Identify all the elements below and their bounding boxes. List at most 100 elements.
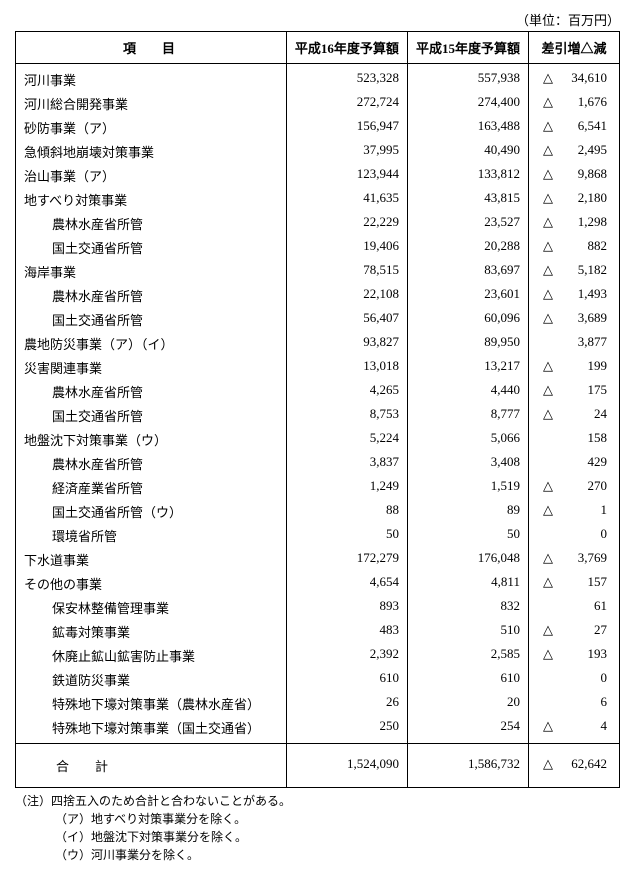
row-label: 鉱毒対策事業 xyxy=(16,620,287,644)
row-diff: △9,868 xyxy=(528,164,619,188)
table-row: 地盤沈下対策事業（ウ）5,2245,066 158 xyxy=(16,428,620,452)
table-row: 農林水産省所管4,2654,440△175 xyxy=(16,380,620,404)
table-row: 地すべり対策事業41,63543,815△2,180 xyxy=(16,188,620,212)
row-h15: 50 xyxy=(407,524,528,548)
row-diff: △199 xyxy=(528,356,619,380)
row-diff: △1,298 xyxy=(528,212,619,236)
row-label: 経済産業省所管 xyxy=(16,476,287,500)
row-diff: △3,769 xyxy=(528,548,619,572)
table-row: 国土交通省所管56,40760,096△3,689 xyxy=(16,308,620,332)
row-label: 砂防事業（ア） xyxy=(16,116,287,140)
row-h16: 893 xyxy=(286,596,407,620)
header-item: 項目 xyxy=(16,32,287,64)
row-h15: 176,048 xyxy=(407,548,528,572)
row-h16: 37,995 xyxy=(286,140,407,164)
row-h15: 20,288 xyxy=(407,236,528,260)
row-h15: 4,811 xyxy=(407,572,528,596)
table-row: 河川事業523,328557,938△34,610 xyxy=(16,64,620,92)
row-label: 保安林整備管理事業 xyxy=(16,596,287,620)
row-h15: 13,217 xyxy=(407,356,528,380)
row-h16: 13,018 xyxy=(286,356,407,380)
row-h15: 5,066 xyxy=(407,428,528,452)
row-h16: 88 xyxy=(286,500,407,524)
budget-table: 項目 平成16年度予算額 平成15年度予算額 差引増△減 河川事業523,328… xyxy=(15,31,620,788)
row-h16: 93,827 xyxy=(286,332,407,356)
table-row: 農林水産省所管22,22923,527△1,298 xyxy=(16,212,620,236)
row-h16: 610 xyxy=(286,668,407,692)
row-diff: △157 xyxy=(528,572,619,596)
row-label: 農林水産省所管 xyxy=(16,452,287,476)
row-label: 下水道事業 xyxy=(16,548,287,572)
row-label: 農林水産省所管 xyxy=(16,380,287,404)
row-h16: 56,407 xyxy=(286,308,407,332)
total-row: 合計1,524,0901,586,732△62,642 xyxy=(16,744,620,788)
row-label: 国土交通省所管（ウ） xyxy=(16,500,287,524)
row-diff: △4 xyxy=(528,716,619,744)
row-diff: △270 xyxy=(528,476,619,500)
row-diff: 3,877 xyxy=(528,332,619,356)
row-h15: 510 xyxy=(407,620,528,644)
row-diff: 0 xyxy=(528,668,619,692)
row-diff: △1,676 xyxy=(528,92,619,116)
row-h16: 5,224 xyxy=(286,428,407,452)
table-row: 農地防災事業（ア）（イ）93,82789,950 3,877 xyxy=(16,332,620,356)
row-label: 鉄道防災事業 xyxy=(16,668,287,692)
row-h16: 523,328 xyxy=(286,64,407,92)
row-h15: 2,585 xyxy=(407,644,528,668)
row-h15: 163,488 xyxy=(407,116,528,140)
table-row: 鉱毒対策事業483510△27 xyxy=(16,620,620,644)
row-h16: 41,635 xyxy=(286,188,407,212)
row-label: 河川事業 xyxy=(16,64,287,92)
row-h16: 50 xyxy=(286,524,407,548)
row-label: 治山事業（ア） xyxy=(16,164,287,188)
row-h16: 78,515 xyxy=(286,260,407,284)
row-label: 農林水産省所管 xyxy=(16,284,287,308)
table-row: 保安林整備管理事業893832 61 xyxy=(16,596,620,620)
row-h16: 156,947 xyxy=(286,116,407,140)
row-h16: 1,249 xyxy=(286,476,407,500)
row-h15: 43,815 xyxy=(407,188,528,212)
row-h15: 20 xyxy=(407,692,528,716)
row-h15: 89,950 xyxy=(407,332,528,356)
table-row: 災害関連事業13,01813,217△199 xyxy=(16,356,620,380)
row-label: 国土交通省所管 xyxy=(16,308,287,332)
row-h16: 19,406 xyxy=(286,236,407,260)
table-row: 河川総合開発事業272,724274,400△1,676 xyxy=(16,92,620,116)
total-diff: △62,642 xyxy=(528,744,619,788)
header-diff: 差引増△減 xyxy=(528,32,619,64)
row-h15: 133,812 xyxy=(407,164,528,188)
row-h15: 274,400 xyxy=(407,92,528,116)
row-h15: 557,938 xyxy=(407,64,528,92)
row-label: 農地防災事業（ア）（イ） xyxy=(16,332,287,356)
table-row: その他の事業4,6544,811△157 xyxy=(16,572,620,596)
table-row: 砂防事業（ア）156,947163,488△6,541 xyxy=(16,116,620,140)
row-h16: 8,753 xyxy=(286,404,407,428)
note-sub-2: （ウ）河川事業分を除く。 xyxy=(15,846,620,864)
row-h15: 1,519 xyxy=(407,476,528,500)
row-h16: 26 xyxy=(286,692,407,716)
row-h16: 3,837 xyxy=(286,452,407,476)
row-h16: 172,279 xyxy=(286,548,407,572)
header-h16: 平成16年度予算額 xyxy=(286,32,407,64)
table-row: 経済産業省所管1,2491,519△270 xyxy=(16,476,620,500)
row-diff: 6 xyxy=(528,692,619,716)
row-label: 急傾斜地崩壊対策事業 xyxy=(16,140,287,164)
table-row: 特殊地下壕対策事業（国土交通省）250254△4 xyxy=(16,716,620,744)
row-diff: △2,180 xyxy=(528,188,619,212)
row-label: 地すべり対策事業 xyxy=(16,188,287,212)
row-diff: △193 xyxy=(528,644,619,668)
row-diff: 0 xyxy=(528,524,619,548)
row-diff: △3,689 xyxy=(528,308,619,332)
row-diff: 61 xyxy=(528,596,619,620)
row-h16: 2,392 xyxy=(286,644,407,668)
row-h16: 22,229 xyxy=(286,212,407,236)
table-row: 国土交通省所管8,7538,777△24 xyxy=(16,404,620,428)
table-row: 鉄道防災事業610610 0 xyxy=(16,668,620,692)
note-main: （注）四捨五入のため合計と合わないことがある。 xyxy=(15,792,620,810)
row-diff: △6,541 xyxy=(528,116,619,140)
row-h15: 4,440 xyxy=(407,380,528,404)
row-diff: △5,182 xyxy=(528,260,619,284)
row-h15: 254 xyxy=(407,716,528,744)
row-h16: 272,724 xyxy=(286,92,407,116)
row-h16: 4,654 xyxy=(286,572,407,596)
